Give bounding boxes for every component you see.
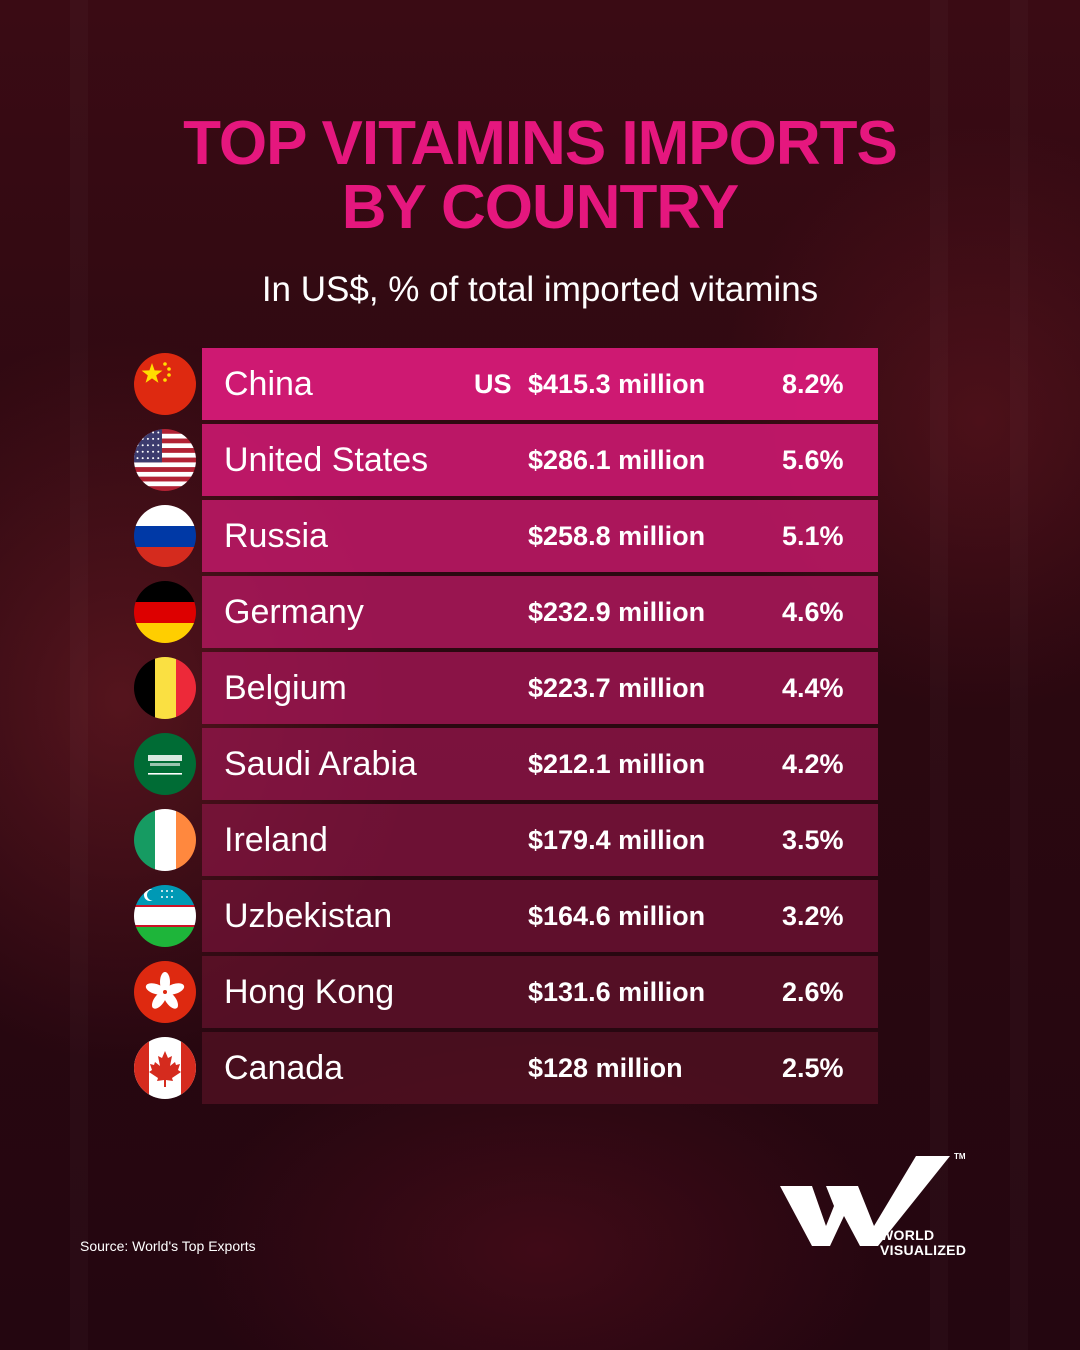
import-share: 8.2% <box>782 369 844 399</box>
import-value: $415.3 million <box>528 369 706 399</box>
import-share: 2.6% <box>782 977 844 1007</box>
hong-kong-flag-icon <box>134 961 196 1023</box>
row-bar <box>202 652 878 724</box>
import-share: 4.6% <box>782 597 844 627</box>
table-row: Saudi Arabia $212.1 million 4.2% <box>0 728 1080 800</box>
country-name: Uzbekistan <box>224 897 393 935</box>
row-bar <box>202 348 878 420</box>
source-note: Source: World's Top Exports <box>80 1238 256 1254</box>
world-visualized-logo-icon: TM WORLD VISUALIZED <box>778 1150 978 1260</box>
russia-flag-icon <box>134 505 196 567</box>
import-value: $128 million <box>528 1053 683 1083</box>
table-row: Russia $258.8 million 5.1% <box>0 500 1080 572</box>
import-value: $223.7 million <box>528 673 706 703</box>
country-name: United States <box>224 441 429 479</box>
import-share: 4.4% <box>782 673 844 703</box>
germany-flag-icon <box>134 581 196 643</box>
import-value: $232.9 million <box>528 597 706 627</box>
import-share: 5.1% <box>782 521 844 551</box>
country-name: Ireland <box>224 821 328 859</box>
row-bar <box>202 804 878 876</box>
currency-prefix: US <box>474 369 512 399</box>
import-share: 2.5% <box>782 1053 844 1083</box>
country-name: Russia <box>224 517 328 555</box>
table-row: Germany $232.9 million 4.6% <box>0 576 1080 648</box>
row-bar <box>202 424 878 496</box>
import-value: $212.1 million <box>528 749 706 779</box>
row-bar <box>202 1032 878 1104</box>
logo-text-visualized: VISUALIZED <box>880 1242 967 1258</box>
chart-subtitle: In US$, % of total imported vitamins <box>261 270 819 309</box>
logo-text-world: WORLD <box>880 1227 935 1243</box>
import-share: 3.2% <box>782 901 844 931</box>
country-name: Germany <box>224 593 364 631</box>
belgium-flag-icon <box>134 657 196 719</box>
table-row: Canada $128 million 2.5% <box>0 1032 1080 1104</box>
import-value: $164.6 million <box>528 901 706 931</box>
table-row: Belgium $223.7 million 4.4% <box>0 652 1080 724</box>
china-flag-icon <box>134 353 196 415</box>
country-name: China <box>224 365 313 403</box>
ireland-flag-icon <box>134 809 196 871</box>
table-row: China US $415.3 million 8.2% <box>0 348 1080 420</box>
import-value: $286.1 million <box>528 445 706 475</box>
row-bar <box>202 576 878 648</box>
uzbekistan-flag-icon <box>134 885 196 947</box>
chart-title: TOP VITAMINS IMPORTS BY COUNTRY <box>0 112 1080 240</box>
import-value: $179.4 million <box>528 825 706 855</box>
row-bar <box>202 500 878 572</box>
usa-flag-icon <box>134 429 196 491</box>
table-row: Hong Kong $131.6 million 2.6% <box>0 956 1080 1028</box>
saudi-arabia-flag-icon <box>134 733 196 795</box>
row-bar <box>202 728 878 800</box>
country-name: Hong Kong <box>224 973 395 1011</box>
canada-flag-icon <box>134 1037 196 1099</box>
country-name: Belgium <box>224 669 347 707</box>
country-name: Canada <box>224 1049 344 1087</box>
w-mark-icon <box>780 1156 950 1246</box>
row-bar <box>202 880 878 952</box>
row-bar <box>202 956 878 1028</box>
country-name: Saudi Arabia <box>224 745 417 783</box>
import-share: 5.6% <box>782 445 844 475</box>
import-value: $131.6 million <box>528 977 706 1007</box>
title-line-1: TOP VITAMINS IMPORTS <box>183 109 898 178</box>
trademark-label: TM <box>954 1152 966 1161</box>
table-row: United States $286.1 million 5.6% <box>0 424 1080 496</box>
table-row: Ireland $179.4 million 3.5% <box>0 804 1080 876</box>
import-share: 4.2% <box>782 749 844 779</box>
table-row: Uzbekistan $164.6 million 3.2% <box>0 880 1080 952</box>
import-value: $258.8 million <box>528 521 706 551</box>
import-share: 3.5% <box>782 825 844 855</box>
title-line-2: BY COUNTRY <box>341 173 739 242</box>
